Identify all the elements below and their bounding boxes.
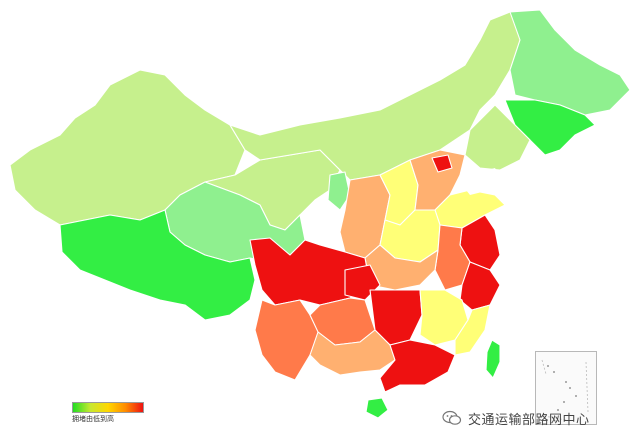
wechat-watermark: 交通运输部路网中心 [442, 408, 590, 428]
bohai-sea [462, 168, 502, 195]
watermark-text: 交通运输部路网中心 [468, 412, 590, 428]
congestion-legend: 拥堵由低到高 [72, 402, 144, 424]
province-ningxia[interactable] [327, 171, 351, 211]
province-tibet[interactable] [59, 209, 256, 321]
south-china-sea-inset [535, 351, 597, 425]
inset-islands [541, 359, 589, 421]
province-beijing[interactable] [431, 154, 453, 173]
province-guangdong[interactable] [379, 339, 456, 393]
province-guangxi[interactable] [309, 329, 396, 376]
province-taiwan[interactable] [485, 339, 501, 379]
province-liaoning[interactable] [464, 104, 531, 171]
province-yunnan[interactable] [254, 299, 321, 381]
legend-label: 拥堵由低到高 [72, 415, 114, 423]
province-fujian[interactable] [454, 304, 491, 356]
province-hainan[interactable] [365, 397, 389, 419]
province-heilongjiang[interactable] [509, 9, 631, 116]
wechat-icon [442, 410, 462, 426]
province-hubei[interactable] [364, 244, 439, 291]
legend-color-bar [72, 402, 144, 413]
